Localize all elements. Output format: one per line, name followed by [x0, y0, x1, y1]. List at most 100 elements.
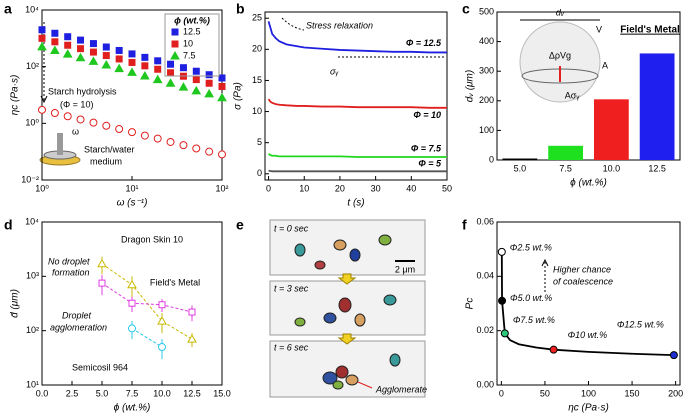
marker: [154, 65, 162, 73]
y-tick-label: 400: [479, 36, 494, 46]
marker: [192, 67, 200, 75]
marker: [128, 58, 136, 66]
annotation: medium: [90, 156, 122, 166]
x-tick-label: 10.0: [603, 163, 621, 173]
marker: [128, 128, 136, 137]
legend-title: ϕ (wt.%): [174, 15, 210, 25]
marker: [140, 131, 149, 140]
droplet: [322, 371, 338, 385]
marker: [89, 48, 97, 56]
annotation: Starch hydrolysis: [48, 86, 117, 96]
x-tick-label: 150: [625, 388, 640, 398]
droplet: [314, 260, 326, 270]
annotation: formation: [52, 267, 90, 277]
annotation: t = 0 sec: [274, 223, 309, 233]
panel-letter: a: [4, 1, 12, 17]
marker: [152, 74, 163, 84]
series-line: [267, 98, 447, 109]
x-tick-label: 10¹: [125, 183, 138, 193]
bar: [548, 145, 584, 160]
y-tick-label: 5: [257, 137, 262, 147]
dotted-arrow: [281, 17, 305, 31]
x-tick-label: 12.5: [648, 163, 666, 173]
x-axis-label: ηc (Pa·s): [568, 403, 609, 414]
point-label: Φ12.5 wt.%: [617, 319, 664, 329]
x-tick-label: 10: [299, 183, 309, 193]
marker: [50, 109, 59, 118]
series-line: [268, 169, 447, 173]
x-tick-label: 5.0: [96, 388, 109, 398]
marker: [63, 112, 72, 121]
marker: [205, 71, 213, 79]
droplet: [349, 248, 361, 262]
marker: [115, 46, 123, 54]
panel-letter: e: [236, 217, 244, 233]
y-axis-label: Pc: [465, 298, 476, 310]
x-tick-label: 7.5: [559, 163, 572, 173]
panel-letter: d: [4, 217, 13, 233]
bar: [639, 53, 675, 160]
annotation: 2 μm: [395, 264, 415, 274]
marker: [115, 55, 123, 63]
annotation: Agglomerate: [375, 384, 427, 394]
series-line: [131, 327, 163, 348]
marker: [171, 40, 179, 48]
point-label: Φ2.5 wt.%: [510, 242, 552, 252]
plot-frame: [496, 11, 681, 161]
series-line: [267, 21, 447, 54]
droplet: [354, 313, 366, 327]
y-axis-label: σ (Pa): [233, 82, 244, 110]
droplet: [333, 239, 347, 251]
marker: [141, 62, 149, 70]
x-tick-label: 40: [406, 183, 416, 193]
marker: [188, 308, 196, 316]
marker: [38, 34, 46, 42]
annotation: agglomeration: [50, 322, 107, 332]
y-tick-label: 300: [479, 66, 494, 76]
y-tick-label: 0: [489, 154, 494, 164]
microscope-image: [269, 219, 426, 398]
marker: [191, 85, 202, 95]
marker: [167, 60, 175, 68]
marker: [98, 279, 106, 287]
marker: [101, 60, 112, 69]
annotation: V: [596, 24, 602, 34]
marker: [178, 82, 189, 91]
marker: [154, 57, 162, 65]
droplet: [338, 297, 352, 313]
marker: [128, 299, 136, 307]
y-tick-label: 100: [479, 125, 494, 135]
legend-label: 7.5: [183, 50, 196, 60]
y-tick-label: 0: [257, 168, 262, 178]
y-tick-label: 10⁴: [25, 4, 39, 14]
marker: [192, 76, 200, 84]
annotation: A: [602, 60, 608, 70]
y-axis-label: dᵥ (μm): [465, 70, 476, 102]
marker: [166, 137, 175, 146]
y-tick-label: 200: [479, 95, 494, 105]
x-axis-label: t (s): [347, 198, 364, 209]
y-tick-label: 0.00: [476, 379, 494, 389]
annotation: No droplet: [48, 256, 90, 266]
marker: [89, 118, 98, 127]
y-tick-label: 10⁰: [25, 118, 39, 128]
pointer: [357, 381, 373, 389]
annotation: Droplet: [62, 310, 92, 320]
marker: [218, 74, 226, 82]
legend-box: [164, 13, 220, 77]
x-tick-label: 0: [266, 183, 271, 193]
x-axis-label: ω (s⁻¹): [117, 198, 148, 209]
arrow-head: [541, 258, 549, 267]
panel-letter: f: [462, 217, 467, 233]
marker: [64, 33, 72, 41]
x-tick-label: 10⁰: [35, 183, 49, 193]
marker: [205, 147, 214, 156]
sphere-icon: [519, 21, 601, 103]
x-tick-label: 0: [499, 388, 504, 398]
annotation: Aσᵧ: [565, 90, 580, 100]
marker: [179, 141, 188, 150]
time-arrow: [337, 273, 357, 285]
annotation: ω: [72, 126, 79, 136]
marker: [140, 70, 150, 80]
marker: [158, 301, 166, 309]
